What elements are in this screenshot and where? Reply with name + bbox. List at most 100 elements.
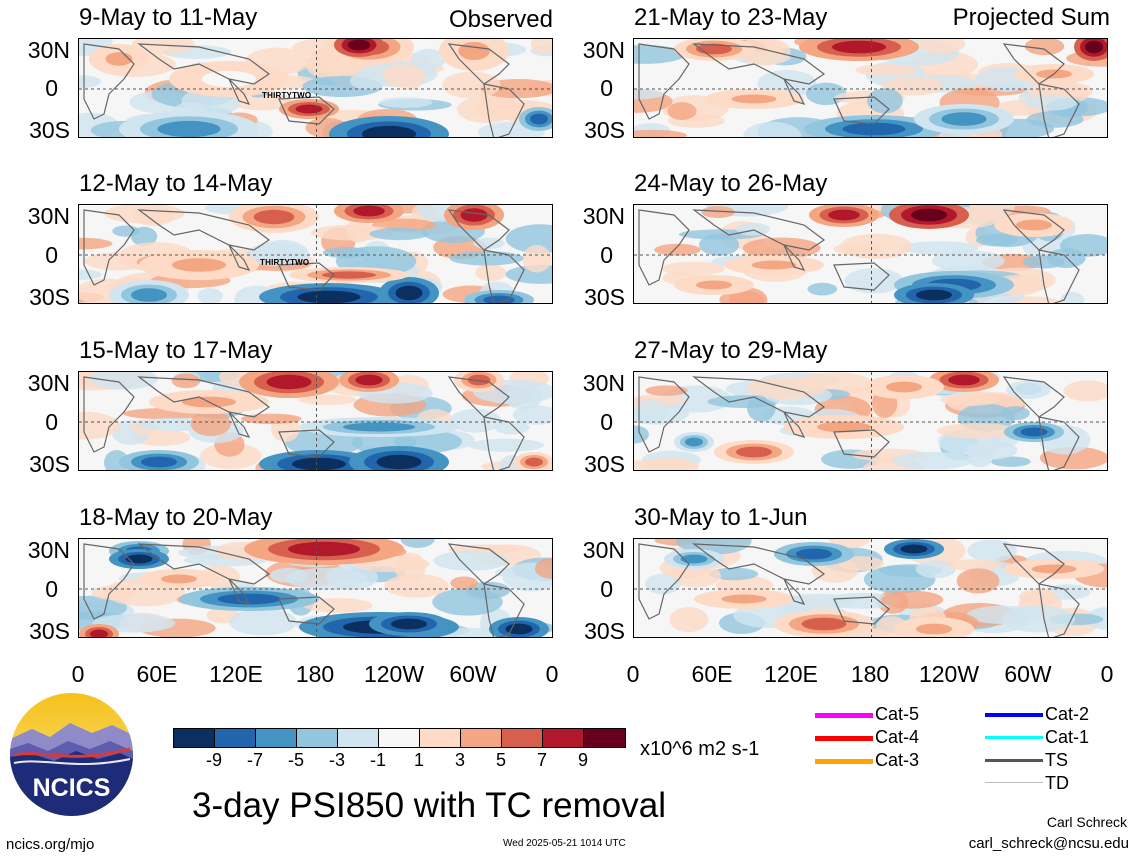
anomaly-contour (295, 104, 323, 114)
anomaly-contour (807, 282, 838, 296)
colorbar-tick-label: 9 (577, 750, 588, 770)
lat-label-30s: 30S (584, 451, 625, 477)
anomaly-contour (696, 280, 732, 290)
legend-label: Cat-4 (875, 727, 920, 747)
coastline (483, 83, 525, 137)
anomaly-contour (1031, 564, 1077, 574)
legend-swatch (815, 713, 873, 718)
colorbar-tick-label: -3 (328, 750, 345, 770)
anomaly-contour (217, 593, 281, 605)
anomaly-contour (325, 564, 378, 590)
anomaly-contour (467, 374, 491, 386)
legend-label: TS (1045, 750, 1069, 770)
colorbar-tick-label: -1 (369, 750, 386, 770)
lat-label-30s: 30S (29, 618, 70, 644)
coastline (638, 543, 690, 620)
anomaly-contour (240, 413, 302, 425)
anomaly-contour (303, 598, 373, 613)
coastline (278, 96, 335, 125)
anomaly-contour (345, 218, 373, 243)
coastline (1038, 583, 1080, 637)
anomaly-contour (886, 381, 922, 393)
colorbar-cell (461, 729, 502, 747)
lon-label-120w: 120W (918, 661, 980, 687)
lon-label-60e: 60E (691, 661, 733, 687)
coastline (833, 96, 890, 125)
coastline (783, 244, 806, 271)
anomaly-contour (840, 233, 913, 259)
lon-label-180: 180 (850, 661, 890, 687)
anomaly-contour (634, 88, 665, 100)
lat-label-30n: 30N (27, 370, 70, 396)
anomaly-contour (916, 623, 952, 635)
coastline (833, 262, 890, 291)
anomaly-contour (362, 125, 416, 137)
anomaly-contour (899, 241, 979, 255)
coastline (638, 376, 690, 453)
anomaly-contour (731, 94, 777, 104)
anomaly-contour (269, 567, 309, 583)
anomaly-contour (298, 394, 357, 406)
anomaly-contour (343, 422, 415, 432)
anomaly-contour (838, 556, 884, 571)
coastline (1038, 249, 1080, 303)
tc-label-thirtytwo: THIRTYTWO (260, 258, 310, 267)
panel-7-title: 27-May to 29-May (634, 337, 828, 364)
anomaly-contour (721, 594, 767, 604)
main-title: 3-day PSI850 with TC removal (192, 786, 667, 825)
coastline (447, 376, 510, 418)
colorbar-tick-label: -9 (205, 750, 222, 770)
anomaly-contour (190, 410, 231, 437)
map-panel-2 (78, 204, 553, 304)
anomaly-contour (1024, 39, 1065, 56)
anomaly-contour (379, 97, 433, 108)
coastline (228, 244, 251, 271)
anomaly-contour (292, 457, 346, 470)
lat-label-0: 0 (45, 242, 58, 268)
anomaly-contour (736, 446, 772, 458)
anomaly-contour (990, 456, 1031, 467)
coastline (1002, 209, 1065, 251)
anomaly-contour (395, 285, 423, 301)
anomaly-contour (433, 550, 509, 571)
coastline (783, 578, 806, 605)
anomaly-contour (512, 405, 552, 425)
anomaly-contour (494, 420, 530, 435)
anomaly-contour (525, 457, 543, 467)
footer-email[interactable]: carl_schreck@ncsu.edu (968, 835, 1129, 852)
legend-swatch (815, 759, 873, 764)
coastline (278, 429, 335, 458)
anomaly-contour (881, 590, 944, 609)
anomaly-contour (266, 374, 312, 390)
coastline (692, 209, 826, 251)
anomaly-contour (855, 64, 918, 77)
panel-5-projected-label: Projected Sum (952, 4, 1110, 31)
anomaly-contour (701, 206, 735, 219)
anomaly-contour (736, 222, 771, 236)
anomaly-contour (641, 457, 699, 470)
anomaly-contour (355, 374, 383, 386)
coastline (137, 376, 271, 418)
coastline (1002, 43, 1065, 85)
anomaly-contour (197, 288, 223, 303)
lat-label-30n: 30N (27, 537, 70, 563)
lat-label-0: 0 (45, 576, 58, 602)
colorbar-cell (584, 729, 625, 747)
map-panel-8 (633, 538, 1108, 638)
anomaly-contour (948, 374, 980, 386)
anomaly-contour (1000, 406, 1030, 421)
anomaly-contour (931, 250, 1005, 272)
anomaly-contour (253, 209, 295, 225)
anomaly-contour (161, 574, 197, 584)
anomaly-contour (911, 208, 947, 222)
anomaly-contour (369, 227, 430, 241)
lat-label-0: 0 (600, 409, 613, 435)
lon-label-0: 0 (1100, 661, 1114, 687)
panel-4-title: 18-May to 20-May (79, 504, 273, 531)
anomaly-contour (90, 629, 108, 637)
anomaly-contour (141, 456, 177, 468)
legend-label: TD (1045, 773, 1069, 793)
coastline (692, 43, 826, 85)
footer-url[interactable]: ncics.org/mjo (6, 836, 95, 853)
lat-label-30s: 30S (29, 284, 70, 310)
